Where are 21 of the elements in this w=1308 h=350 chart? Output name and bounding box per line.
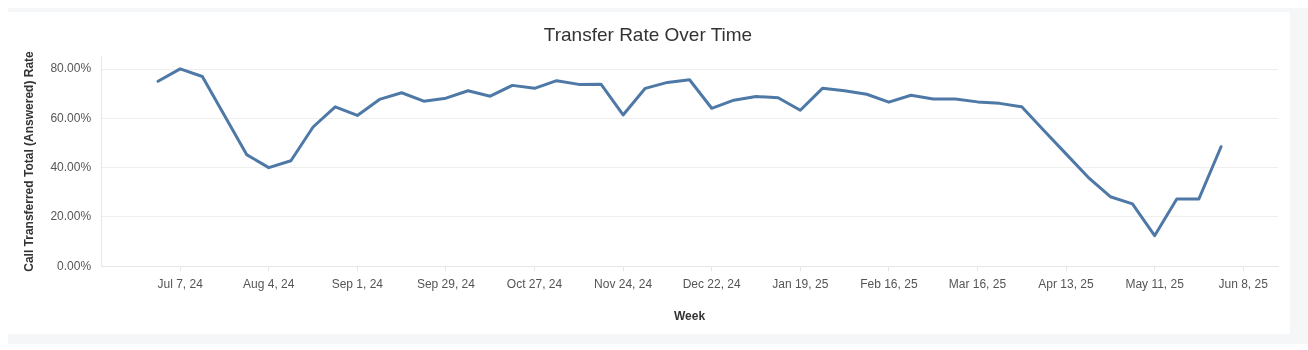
y-tick-label: 40.00%: [50, 159, 92, 174]
x-tick-label: Feb 16, 25: [860, 276, 918, 291]
x-axis-title: Week: [673, 309, 706, 324]
x-tick-label: Jun 8, 25: [1218, 276, 1269, 291]
x-tick-label: Mar 16, 25: [948, 276, 1007, 291]
y-tick-label: 0.00%: [57, 258, 92, 273]
y-tick-label: 60.00%: [50, 110, 92, 125]
x-tick-label: Sep 29, 24: [416, 276, 476, 291]
y-axis-title: Call Transferred Total (Answered) Rate: [21, 50, 36, 272]
x-tick-label: Jan 19, 25: [772, 276, 829, 291]
x-tick-label: Dec 22, 24: [682, 276, 742, 291]
y-tick-label: 80.00%: [50, 61, 92, 76]
y-tick-label: 20.00%: [50, 209, 92, 224]
chart-title: Transfer Rate Over Time: [543, 23, 753, 45]
x-tick-label: Apr 13, 25: [1038, 276, 1095, 291]
x-tick-label: Aug 4, 24: [243, 276, 295, 291]
x-tick-label: Nov 24, 24: [594, 276, 653, 291]
x-tick-label: Sep 1, 24: [331, 276, 384, 291]
x-tick-label: May 11, 25: [1125, 276, 1185, 291]
x-tick-label: Oct 27, 24: [506, 276, 563, 291]
x-tick-label: Jul 7, 24: [157, 276, 204, 291]
